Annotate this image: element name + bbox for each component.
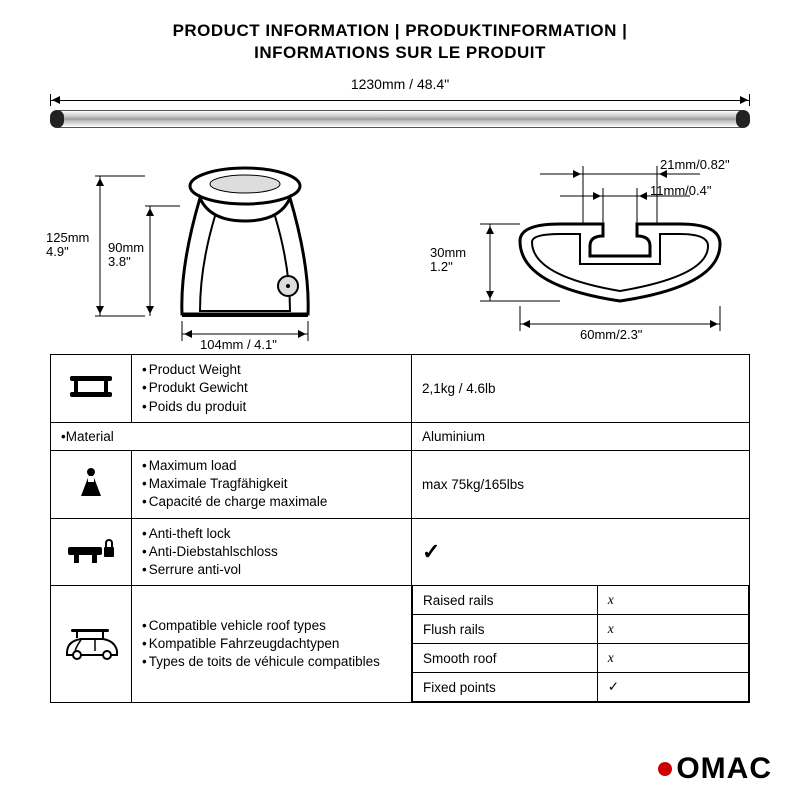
load-value: max 75kg/165lbs (412, 450, 750, 518)
spec-table: Product Weight Produkt Gewicht Poids du … (50, 354, 750, 703)
brand-text: OMAC (676, 752, 772, 786)
profile-diagram: 21mm/0.82" 11mm/0.4" 30mm1.2" 60mm/2.3" (420, 146, 750, 346)
weight-icon (51, 355, 132, 423)
material-value: Aluminium (412, 422, 750, 450)
foot-inner-height: 90mm3.8" (108, 241, 144, 270)
weight-value: 2,1kg / 4.6lb (412, 355, 750, 423)
top-bar-diagram: 1230mm / 48.4" (50, 76, 750, 136)
profile-slot-width: 21mm/0.82" (660, 158, 730, 172)
top-dimension-label: 1230mm / 48.4" (50, 76, 750, 92)
profile-slot-gap: 11mm/0.4" (650, 184, 711, 198)
foot-width: 104mm / 4.1" (200, 338, 277, 352)
lock-labels: Anti-theft lock Anti-Diebstahlschloss Se… (132, 518, 412, 586)
top-dimension-arrow (50, 94, 750, 106)
profile-width: 60mm/2.3" (580, 328, 642, 342)
brand-logo: OMAC (658, 752, 772, 786)
row-weight: Product Weight Produkt Gewicht Poids du … (51, 355, 750, 423)
row-lock: Anti-theft lock Anti-Diebstahlschloss Se… (51, 518, 750, 586)
load-icon (51, 450, 132, 518)
compat-labels: Compatible vehicle roof types Kompatible… (132, 586, 412, 703)
foot-outer-height: 125mm4.9" (46, 231, 89, 260)
foot-diagram: 125mm4.9" 90mm3.8" 104mm / 4.1" (50, 146, 380, 346)
page-title: PRODUCT INFORMATION | PRODUKTINFORMATION… (50, 20, 750, 64)
row-load: Maximum load Maximale Tragfähigkeit Capa… (51, 450, 750, 518)
title-line1: PRODUCT INFORMATION | PRODUKTINFORMATION… (50, 20, 750, 42)
diagrams-row: 125mm4.9" 90mm3.8" 104mm / 4.1" (50, 146, 750, 346)
material-label: •Material (51, 422, 412, 450)
lock-icon (51, 518, 132, 586)
brand-dot-icon (658, 762, 672, 776)
lock-value: ✓ (412, 518, 750, 586)
compat-options: Raised railsx Flush railsx Smooth roofx … (412, 586, 750, 703)
row-compat: Compatible vehicle roof types Kompatible… (51, 586, 750, 703)
row-material: •Material Aluminium (51, 422, 750, 450)
vehicle-icon (51, 586, 132, 703)
crossbar-side-view (50, 110, 750, 128)
profile-height: 30mm1.2" (430, 246, 466, 275)
title-line2: INFORMATIONS SUR LE PRODUIT (50, 42, 750, 64)
load-labels: Maximum load Maximale Tragfähigkeit Capa… (132, 450, 412, 518)
weight-labels: Product Weight Produkt Gewicht Poids du … (132, 355, 412, 423)
